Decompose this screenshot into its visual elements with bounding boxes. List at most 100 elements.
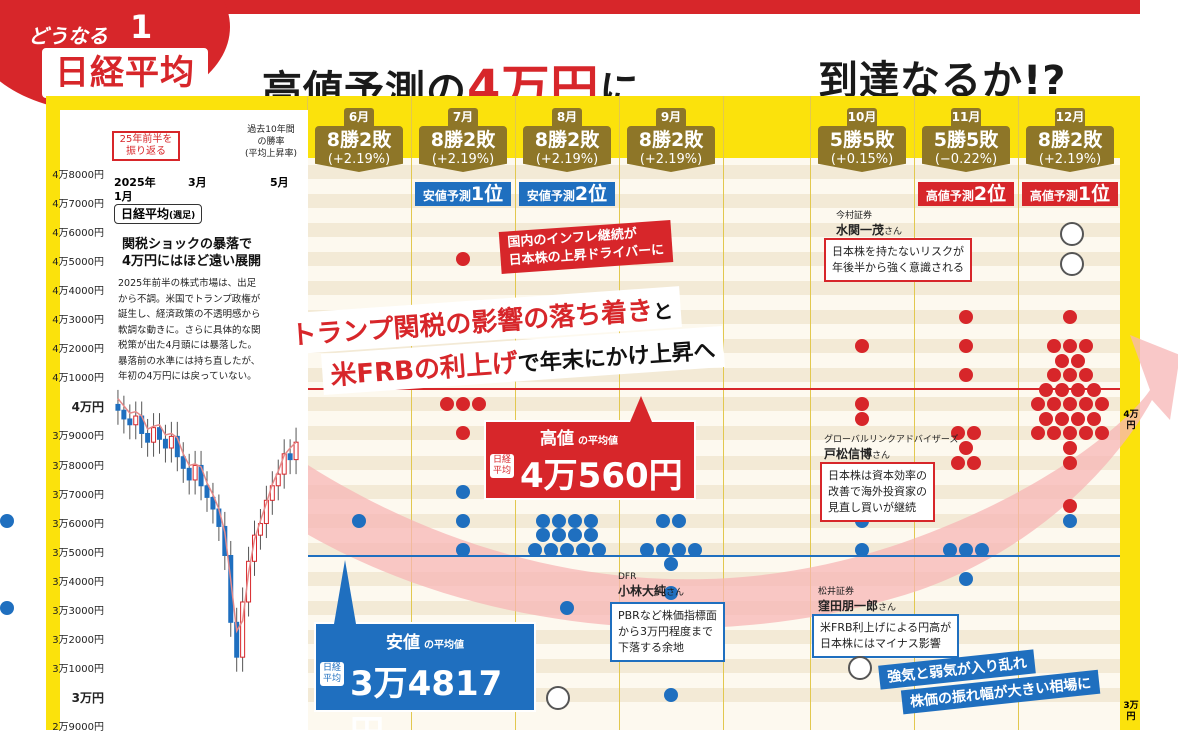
candle-body [192, 464, 198, 481]
win-loss-record: 8勝2敗 [534, 129, 600, 151]
badge-kicker: どうなる [28, 24, 108, 48]
low-forecast-dot [352, 513, 366, 528]
y-tick-label: 3万4000円 [52, 576, 104, 588]
candle-body [222, 525, 228, 556]
high-forecast-dot [959, 339, 973, 354]
month-column-divider [723, 96, 724, 730]
low-forecast-dot [536, 528, 550, 543]
avg-return: (+2.19%) [327, 152, 391, 167]
candle-body [157, 427, 162, 440]
comment-line: 日本株は資本効率の [828, 469, 927, 482]
review-badge: 25年前半を振り返る [112, 131, 180, 161]
low-forecast-dot [943, 542, 957, 557]
left-title-line: 関税ショックの暴落で [122, 237, 253, 252]
high-forecast-dot [1055, 353, 1069, 368]
top-band [0, 0, 1140, 14]
comment-line: から3万円程度まで [618, 625, 713, 638]
y-tick-label: 4万円 [71, 400, 104, 415]
avg-low-box: 安値 の平均値 日経平均 3万4817円 [314, 622, 536, 753]
avg-high-label: 高値 [540, 429, 574, 449]
high-forecast-dot [1047, 339, 1061, 354]
y-tick-label: 4万4000円 [52, 286, 104, 298]
y-tick-label: 4万8000円 [52, 170, 104, 181]
low-forecast-dot [584, 513, 598, 528]
y-tick-label: 4万1000円 [52, 373, 104, 385]
y-tick-label: 3万7000円 [52, 489, 104, 501]
low-forecast-dot [0, 600, 14, 615]
avg-low-label: 安値 [386, 633, 420, 653]
comment-line: 日本株を持たないリスクが [832, 245, 964, 258]
rank-badge: 安値予測1位 [415, 182, 511, 206]
high-forecast-dot [1055, 411, 1069, 426]
low-forecast-dot [552, 528, 566, 543]
high-forecast-dot [1031, 426, 1045, 441]
low-forecast-dot [560, 542, 574, 557]
avg-return: (+2.19%) [1038, 152, 1102, 167]
month-stats: 5勝5敗 (−0.22%) [922, 126, 1010, 172]
low-forecast-dot [528, 542, 542, 557]
candle-body [180, 456, 186, 469]
person-tomatsu: グローバルリンクアドバイザーズ 戸松信博さん [824, 432, 958, 462]
avatar [546, 686, 570, 710]
grid-stripe [305, 281, 1120, 296]
high-forecast-dot [472, 397, 486, 412]
rank-label: 高値予測 [925, 189, 974, 203]
trend-arrow [300, 335, 1178, 629]
high-forecast-dot [1039, 382, 1053, 397]
win-loss-record: 5勝5敗 [933, 129, 999, 151]
left-body-line: 軟調な動きに。さらに具体的な関 [118, 324, 261, 336]
y-tick-label: 3万2000円 [52, 634, 104, 646]
legend-chip: 日経平均(週足) [114, 204, 203, 224]
high-forecast-dot [1087, 382, 1101, 397]
comment-line: 見直し買いが継続 [828, 501, 916, 514]
rank-number: 2位 [973, 183, 1007, 205]
low-forecast-dot [456, 513, 470, 528]
rank-number: 2位 [574, 183, 608, 205]
x-label-jan: 1月 [114, 190, 133, 203]
candle-body [168, 435, 174, 449]
high-forecast-dot [959, 441, 973, 455]
avg-low-amount: 3万4817円 [350, 664, 503, 753]
win-loss-record: 5勝5敗 [829, 129, 895, 151]
comment-line: PBRなど株価指標面 [618, 609, 717, 622]
y-tick-label: 3万円 [71, 690, 104, 705]
low-forecast-dot [959, 571, 973, 586]
high-forecast-dot [1079, 339, 1093, 354]
y-tick-label: 4万3000円 [52, 315, 104, 327]
month-label: 6月 [344, 108, 374, 126]
avg-return: (−0.22%) [934, 152, 998, 167]
low-forecast-dot [576, 542, 590, 557]
high-forecast-dot [1079, 397, 1093, 412]
avg-high-pointer [630, 396, 652, 422]
low-forecast-dot [592, 542, 606, 557]
y-tick-label: 3万5000円 [52, 547, 104, 559]
candle-body [127, 418, 133, 426]
person-mizuseki: 今村証券 水関一茂さん [836, 208, 902, 238]
low-forecast-dot [688, 542, 702, 557]
month-column-divider [515, 96, 516, 730]
candle-body [228, 554, 234, 623]
high-forecast-dot [456, 397, 470, 412]
candle-body [198, 464, 204, 487]
high-forecast-dot [855, 411, 869, 426]
left-body-line: 年初の4万円には戻っていない。 [118, 371, 257, 382]
candle-body [210, 496, 216, 510]
low-forecast-dot [536, 513, 550, 528]
legend-suffix: (週足) [169, 211, 196, 221]
comment-line: 日本株にはマイナス影響 [820, 637, 941, 650]
candle-body [263, 499, 269, 525]
win-loss-record: 8勝2敗 [1037, 129, 1103, 151]
avg-high-amount: 4万560円 [520, 456, 683, 496]
y-tick-label: 3万9000円 [52, 431, 104, 443]
high-forecast-dot [1063, 368, 1077, 383]
high-forecast-dot [1047, 426, 1061, 441]
month-badge: 9月 8勝2敗 (+2.19%) [627, 108, 715, 172]
high-forecast-dot [456, 252, 470, 267]
candlestick-chart [115, 389, 299, 672]
low-forecast-dot [959, 542, 973, 557]
high-forecast-dot [1071, 411, 1085, 426]
person-honor: さん [878, 603, 897, 613]
high-forecast-dot [959, 310, 973, 325]
left-body-line: 2025年前半の株式市場は、出足 [118, 278, 257, 289]
high-forecast-dot [1071, 353, 1085, 368]
